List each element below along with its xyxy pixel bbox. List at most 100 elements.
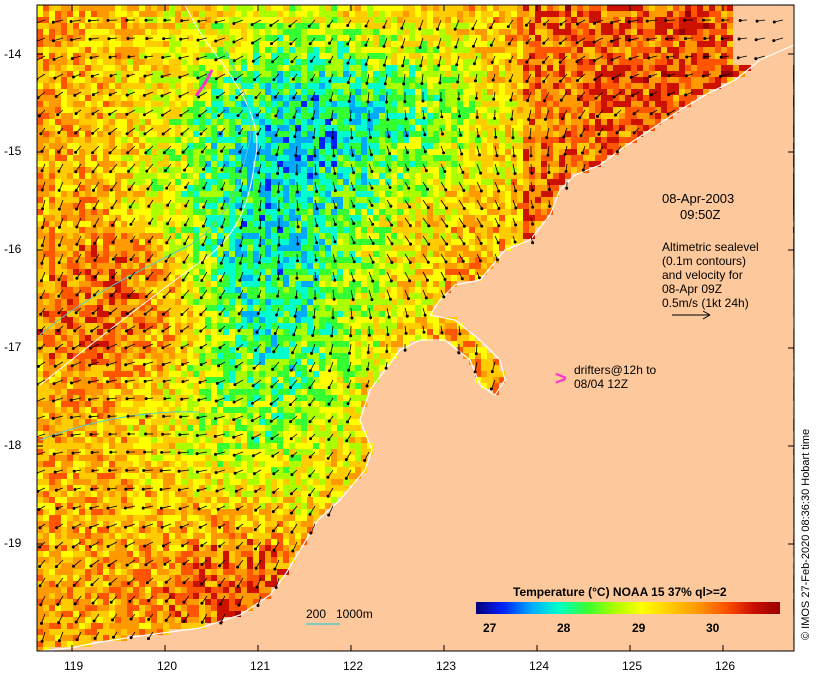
sst-pixel bbox=[373, 233, 379, 239]
sst-pixel bbox=[373, 35, 379, 41]
sst-pixel bbox=[145, 47, 151, 53]
sst-pixel bbox=[229, 275, 235, 281]
sst-pixel bbox=[73, 65, 79, 71]
sst-pixel bbox=[277, 155, 283, 161]
sst-pixel bbox=[145, 89, 151, 95]
sst-pixel bbox=[505, 113, 511, 119]
sst-pixel bbox=[49, 167, 55, 173]
sst-pixel bbox=[427, 233, 433, 239]
sst-pixel bbox=[115, 251, 121, 257]
sst-pixel bbox=[187, 215, 193, 221]
sst-pixel bbox=[331, 53, 337, 59]
sst-pixel bbox=[109, 215, 115, 221]
sst-pixel bbox=[499, 47, 505, 53]
sst-pixel bbox=[295, 161, 301, 167]
sst-pixel bbox=[211, 263, 217, 269]
sst-pixel bbox=[337, 167, 343, 173]
sst-pixel bbox=[457, 71, 463, 77]
sst-pixel bbox=[451, 167, 457, 173]
sst-pixel bbox=[55, 23, 61, 29]
sst-pixel bbox=[169, 11, 175, 17]
sst-pixel bbox=[277, 17, 283, 23]
sst-pixel bbox=[97, 269, 103, 275]
sst-pixel bbox=[157, 77, 163, 83]
sst-pixel bbox=[583, 149, 589, 155]
sst-pixel bbox=[547, 89, 553, 95]
sst-pixel bbox=[409, 125, 415, 131]
sst-pixel bbox=[505, 197, 511, 203]
sst-pixel bbox=[211, 41, 217, 47]
sst-pixel bbox=[307, 17, 313, 23]
sst-pixel bbox=[79, 179, 85, 185]
sst-pixel bbox=[373, 275, 379, 281]
sst-pixel bbox=[229, 299, 235, 305]
sst-pixel bbox=[439, 137, 445, 143]
sst-pixel bbox=[199, 23, 205, 29]
sst-pixel bbox=[391, 257, 397, 263]
sst-pixel bbox=[85, 191, 91, 197]
sst-pixel bbox=[91, 59, 97, 65]
sst-pixel bbox=[283, 89, 289, 95]
sst-pixel bbox=[49, 149, 55, 155]
sst-pixel bbox=[289, 131, 295, 137]
sst-pixel bbox=[463, 221, 469, 227]
sst-pixel bbox=[307, 53, 313, 59]
sst-pixel bbox=[217, 125, 223, 131]
sst-pixel bbox=[265, 203, 271, 209]
sst-pixel bbox=[157, 137, 163, 143]
sst-pixel bbox=[409, 17, 415, 23]
sst-pixel bbox=[151, 299, 157, 305]
sst-pixel bbox=[277, 23, 283, 29]
sst-pixel bbox=[331, 59, 337, 65]
sst-pixel bbox=[235, 215, 241, 221]
sst-pixel bbox=[439, 59, 445, 65]
sst-pixel bbox=[691, 35, 697, 41]
sst-pixel bbox=[451, 155, 457, 161]
sst-pixel bbox=[547, 191, 553, 197]
sst-pixel bbox=[85, 299, 91, 305]
sst-pixel bbox=[667, 101, 673, 107]
sst-pixel bbox=[247, 203, 253, 209]
sst-pixel bbox=[73, 215, 79, 221]
sst-pixel bbox=[559, 23, 565, 29]
sst-pixel bbox=[175, 197, 181, 203]
sst-pixel bbox=[385, 59, 391, 65]
sst-pixel bbox=[157, 263, 163, 269]
sst-pixel bbox=[643, 35, 649, 41]
sst-pixel bbox=[235, 251, 241, 257]
sst-pixel bbox=[37, 299, 43, 305]
sst-pixel bbox=[655, 89, 661, 95]
sst-pixel bbox=[235, 263, 241, 269]
sst-pixel bbox=[163, 143, 169, 149]
sst-pixel bbox=[223, 113, 229, 119]
sst-pixel bbox=[379, 143, 385, 149]
sst-pixel bbox=[157, 53, 163, 59]
sst-pixel bbox=[223, 275, 229, 281]
sst-pixel bbox=[637, 17, 643, 23]
sst-pixel bbox=[79, 233, 85, 239]
sst-pixel bbox=[487, 89, 493, 95]
sst-pixel bbox=[217, 137, 223, 143]
sst-pixel bbox=[655, 65, 661, 71]
sst-pixel bbox=[607, 53, 613, 59]
sst-pixel bbox=[643, 77, 649, 83]
sst-pixel bbox=[601, 77, 607, 83]
sst-pixel bbox=[307, 173, 313, 179]
sst-pixel bbox=[145, 269, 151, 275]
sst-pixel bbox=[649, 35, 655, 41]
sst-pixel bbox=[223, 41, 229, 47]
sst-pixel bbox=[397, 119, 403, 125]
sst-pixel bbox=[367, 179, 373, 185]
sst-pixel bbox=[271, 209, 277, 215]
sst-pixel bbox=[223, 245, 229, 251]
sst-pixel bbox=[205, 191, 211, 197]
sst-pixel bbox=[301, 185, 307, 191]
sst-pixel bbox=[697, 29, 703, 35]
sst-pixel bbox=[295, 281, 301, 287]
sst-pixel bbox=[163, 293, 169, 299]
sst-pixel bbox=[583, 119, 589, 125]
sst-pixel bbox=[133, 191, 139, 197]
sst-pixel bbox=[223, 131, 229, 137]
sst-pixel bbox=[439, 251, 445, 257]
sst-pixel bbox=[367, 155, 373, 161]
